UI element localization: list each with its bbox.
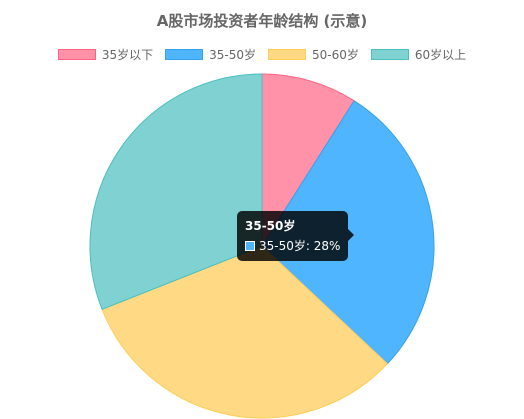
chart-title: A股市场投资者年龄结构 (示意)	[156, 12, 368, 30]
legend-label: 60岁以上	[414, 48, 467, 62]
slice-over-60[interactable]	[89, 73, 263, 310]
legend-swatch	[165, 49, 204, 60]
slice-50-60[interactable]	[101, 245, 389, 419]
legend-item-under-35[interactable]: 35岁以下	[57, 46, 154, 63]
legend-label: 50-60岁	[312, 48, 359, 62]
slice-under-35[interactable]	[261, 73, 355, 248]
tooltip-swatch	[245, 241, 255, 251]
legend-swatch	[268, 49, 306, 60]
legend-item-50-60[interactable]: 50-60岁	[268, 46, 359, 63]
legend-item-35-50[interactable]: 35-50岁	[165, 46, 256, 63]
legend-label: 35岁以下	[101, 48, 154, 62]
legend-label: 35-50岁	[209, 48, 256, 62]
legend-item-over-60[interactable]: 60岁以上	[370, 46, 467, 63]
legend-swatch	[370, 49, 409, 60]
legend-swatch	[57, 49, 96, 60]
legend: 35岁以下 35-50岁 50-60岁 60岁以上	[0, 46, 524, 63]
tooltip-title: 35-50岁	[245, 219, 296, 233]
tooltip: 35-50岁 35-50岁: 28%	[237, 211, 355, 261]
tooltip-row: 35-50岁: 28%	[245, 236, 340, 256]
tooltip-label: 35-50岁: 28%	[259, 239, 341, 253]
